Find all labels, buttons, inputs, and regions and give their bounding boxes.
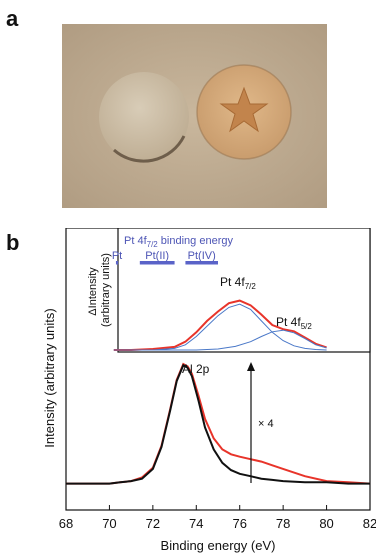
sample-photo — [62, 24, 327, 208]
main-plot-frame — [65, 228, 371, 511]
x-tick-label: 74 — [189, 516, 203, 531]
x-tick-label: 72 — [146, 516, 160, 531]
binding-range-label: Pt — [112, 250, 122, 262]
inset-fit-component-line — [113, 329, 327, 351]
inset-difference-line — [113, 299, 327, 351]
inset-y-label-line1: ΔIntensity — [87, 267, 99, 316]
pt-4f52-peak-label: Pt 4f5/2 — [276, 315, 312, 331]
x-axis-label: Binding energy (eV) — [161, 538, 276, 553]
plain-disc — [99, 72, 189, 163]
x-axis-ticks: 68 70 72 74 76 78 80 82 — [59, 505, 376, 531]
scale-factor-label: × 4 — [258, 418, 274, 430]
pt-4f72-peak-label: Pt 4f7/2 — [220, 275, 256, 291]
inset-fit-component-line — [113, 303, 327, 351]
star-icon — [219, 86, 269, 133]
binding-range-bar — [115, 261, 119, 265]
inset-y-label-line2: (arbitrary units) — [100, 253, 112, 327]
binding-range-label: Pt(II) — [145, 250, 169, 262]
x-tick-label: 82 — [363, 516, 376, 531]
panel-label-b: b — [6, 230, 20, 255]
x-tick-label: 76 — [232, 516, 246, 531]
xps-chart: 68 70 72 74 76 78 80 82 Pt Pt(II) Pt(IV) Binding … — [42, 228, 376, 553]
main-series-line — [66, 363, 370, 485]
al-2p-peak-label: Al 2p — [182, 362, 210, 376]
x-tick-label: 70 — [102, 516, 116, 531]
inset-range-bars: Pt Pt(II) Pt(IV) — [112, 250, 218, 265]
inset-series — [113, 299, 327, 351]
x-tick-label: 80 — [319, 516, 333, 531]
inset-y-label: ΔIntensity (arbitrary units) — [87, 253, 112, 327]
y-axis-label: Intensity (arbitrary units) — [42, 308, 57, 447]
scale-arrow-head — [247, 362, 255, 371]
binding-range-label: Pt(IV) — [188, 250, 216, 262]
x-tick-label: 68 — [59, 516, 73, 531]
inset-title: Pt 4f7/2 binding energy — [124, 235, 233, 249]
inset-plot-frame — [117, 228, 371, 353]
x-tick-label: 78 — [276, 516, 290, 531]
binding-range-bar — [185, 261, 218, 265]
star-patterned-disc — [196, 64, 292, 160]
main-series-line — [66, 362, 371, 485]
panel-label-a: a — [6, 6, 19, 31]
binding-range-bar — [139, 261, 175, 265]
main-series — [66, 362, 371, 485]
